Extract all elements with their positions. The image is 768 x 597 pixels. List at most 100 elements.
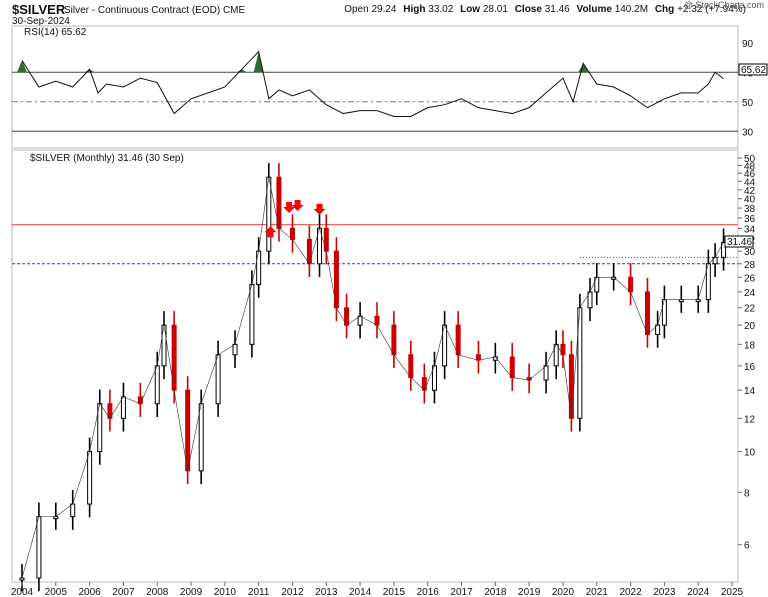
x-tick-label: 2008: [146, 587, 169, 597]
price-tick-label: 20: [744, 321, 756, 332]
up-arrow-marker: [264, 226, 277, 238]
price-tick-label: 42: [744, 186, 756, 197]
chg-label: Chg: [654, 4, 675, 15]
price-candle: [161, 324, 167, 367]
price-candle: [306, 238, 312, 265]
price-y-axis: 5048464442403836343230282624222018161412…: [738, 154, 756, 552]
rsi-overbought-fill: [578, 63, 589, 73]
rsi-panel-frame: [11, 25, 739, 149]
price-tick-label: 14: [744, 386, 756, 397]
rsi-value-tag-box: [738, 63, 768, 76]
price-candle: [249, 283, 255, 345]
price-tick-label: 12: [744, 414, 756, 425]
price-path: [21, 177, 724, 579]
price-tick-label: 10: [744, 448, 756, 459]
price-candle: [70, 503, 76, 518]
x-tick-label: 2022: [619, 587, 642, 597]
rsi-y-axis: 90705030: [742, 39, 754, 139]
price-tick-label: 16: [744, 362, 756, 373]
rsi-value-tag: 65.62: [741, 65, 766, 76]
close-label: Close: [514, 4, 542, 15]
rsi-overbought-fill: [253, 51, 264, 73]
symbol-title: $SILVER: [12, 2, 66, 17]
price-candle: [644, 291, 650, 335]
x-tick-label: 2005: [45, 587, 68, 597]
price-value-tag-box: [724, 235, 754, 248]
price-candle: [198, 403, 204, 472]
price-tick-label: 8: [744, 488, 750, 499]
price-candle: [289, 227, 295, 240]
price-candle: [36, 516, 42, 579]
price-candle: [560, 343, 566, 356]
price-tick-label: 48: [744, 161, 756, 172]
x-tick-label: 2010: [214, 587, 237, 597]
price-candle: [185, 389, 191, 472]
low-value: 28.01: [482, 4, 508, 15]
price-tick-label: 40: [744, 195, 756, 206]
price-candle: [543, 365, 549, 381]
price-value-tag: 31.46: [727, 237, 752, 248]
volume-value: 140.2M: [614, 4, 649, 15]
rsi-layer: [12, 50, 738, 132]
price-candle: [19, 577, 25, 581]
price-candle: [475, 354, 481, 361]
price-layer: [12, 163, 738, 592]
x-tick-label: 2017: [450, 587, 473, 597]
x-tick-label: 2024: [687, 587, 710, 597]
price-candle: [232, 343, 238, 356]
rsi-overbought-fill: [17, 60, 27, 73]
x-tick-label: 2006: [78, 587, 101, 597]
price-candle: [408, 354, 414, 379]
x-tick-label: 2019: [518, 587, 541, 597]
price-tick-label: 28: [744, 260, 756, 271]
x-axis: 2004 2005 2006 2007 2008 2009 2010 2011 2012 2013…: [11, 582, 744, 597]
price-candle: [594, 276, 600, 293]
x-tick-label: 2004: [11, 587, 34, 597]
price-label: $SILVER (Monthly) 31.46 (30 Sep): [30, 153, 184, 164]
high-label: High: [403, 4, 426, 15]
symbol-description: Silver - Continuous Contract (EOD) CME: [64, 5, 245, 16]
down-arrow-marker: [313, 203, 326, 215]
x-tick-label: 2023: [653, 587, 676, 597]
close-value: 31.46: [544, 4, 570, 15]
rsi-tick-label: 30: [742, 127, 754, 138]
x-tick-label: 2016: [417, 587, 440, 597]
open-value: 29.24: [371, 4, 397, 15]
price-tick-label: 44: [744, 177, 756, 188]
x-tick-label: 2011: [248, 587, 270, 597]
price-candle: [87, 451, 93, 505]
price-tick-label: 50: [744, 154, 756, 165]
rsi-tick-label: 90: [742, 39, 754, 50]
price-tick-label: 34: [744, 224, 756, 235]
price-tick-label: 26: [744, 273, 756, 284]
header-date: 30-Sep-2024: [12, 16, 70, 27]
price-tick-label: 6: [744, 541, 750, 552]
x-tick-label: 2009: [180, 587, 203, 597]
price-tick-label: 24: [744, 288, 756, 299]
price-candle: [421, 377, 427, 391]
price-candle: [215, 354, 221, 405]
x-tick-label: 2021: [586, 587, 609, 597]
price-tick-label: 22: [744, 304, 756, 315]
price-candle: [120, 396, 126, 419]
x-tick-label: 2015: [383, 587, 406, 597]
price-candle: [509, 356, 515, 379]
x-tick-label: 2012: [281, 587, 304, 597]
x-tick-label: 2007: [112, 587, 135, 597]
down-arrow-marker: [291, 199, 304, 211]
rsi-line: [21, 50, 724, 117]
price-candle: [154, 365, 160, 405]
open-label: Open: [344, 4, 369, 15]
down-arrow-marker: [283, 201, 296, 213]
x-tick-label: 2018: [484, 587, 507, 597]
price-candle: [391, 324, 397, 356]
x-tick-label: 2020: [552, 587, 575, 597]
exchange-text: CME: [222, 5, 246, 16]
price-tick-label: 38: [744, 204, 756, 215]
price-candle: [374, 315, 380, 326]
chart-header: $SILVER Silver - Continuous Contract (EO…: [0, 0, 768, 27]
description-text: Silver - Continuous Contract (EOD): [64, 5, 221, 16]
x-tick-label: 2014: [349, 587, 372, 597]
watermark: @ StockCharts.com: [683, 0, 764, 10]
